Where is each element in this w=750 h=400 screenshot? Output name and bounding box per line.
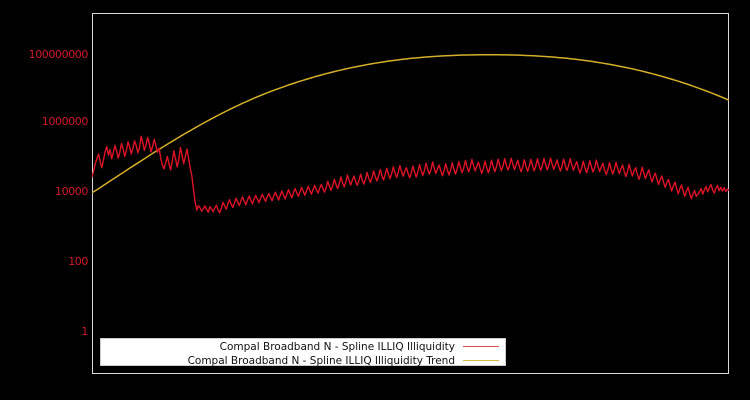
legend-line-swatch-illiquidity — [463, 346, 499, 347]
legend-label: Compal Broadband N - Spline ILLIQ Illiqu… — [187, 354, 455, 367]
series-group — [92, 53, 729, 214]
series-line-illiquidity — [92, 135, 729, 214]
y-tick-label: 1 — [81, 325, 88, 338]
y-tick-label: 100 — [68, 255, 88, 268]
series-line-trend — [92, 53, 729, 194]
legend-label: Compal Broadband N - Spline ILLIQ Illiqu… — [219, 340, 455, 353]
y-tick-label: 1000000 — [41, 115, 89, 128]
plot-canvas — [92, 53, 729, 214]
plot-area-frame — [92, 13, 729, 374]
y-tick-label: 10000 — [55, 185, 88, 198]
y-tick-label: 100000000 — [28, 48, 89, 61]
chart-legend[interactable]: Compal Broadband N - Spline ILLIQ Illiqu… — [100, 338, 506, 367]
legend-item-illiquidity[interactable]: Compal Broadband N - Spline ILLIQ Illiqu… — [101, 340, 505, 353]
legend-line-swatch-trend — [463, 360, 499, 361]
y-axis-tick-labels: 100000000 1000000 10000 100 1 — [0, 0, 89, 400]
legend-item-trend[interactable]: Compal Broadband N - Spline ILLIQ Illiqu… — [101, 354, 505, 367]
